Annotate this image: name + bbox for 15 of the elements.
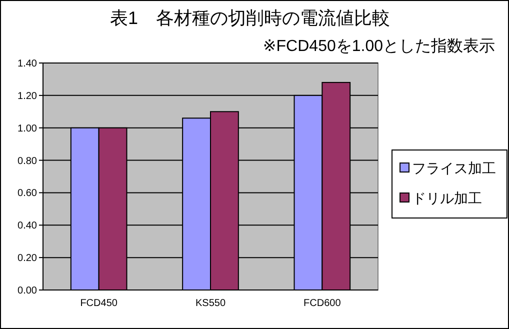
y-tick-label: 0.40 [18, 220, 38, 232]
x-tick-label: FCD600 [304, 298, 342, 309]
x-tick-label: FCD450 [80, 298, 118, 309]
y-tick-label: 1.40 [18, 58, 38, 70]
y-tick-label: 0.00 [18, 286, 38, 296]
chart-subtitle: ※FCD450を1.00とした指数表示 [262, 37, 495, 55]
y-tick-label: 1.00 [18, 123, 38, 134]
y-tick-label: 0.80 [18, 156, 38, 167]
y-tick-label: 0.60 [18, 188, 38, 200]
y-tick-label: 0.20 [18, 253, 38, 264]
x-tick-label: KS550 [195, 298, 226, 309]
legend-label: フライス加工 [412, 160, 496, 176]
legend-label: ドリル加工 [412, 190, 482, 206]
chart-title: 表1 各材種の切削時の電流値比較 [110, 8, 390, 28]
y-tick-label: 1.20 [18, 90, 38, 102]
